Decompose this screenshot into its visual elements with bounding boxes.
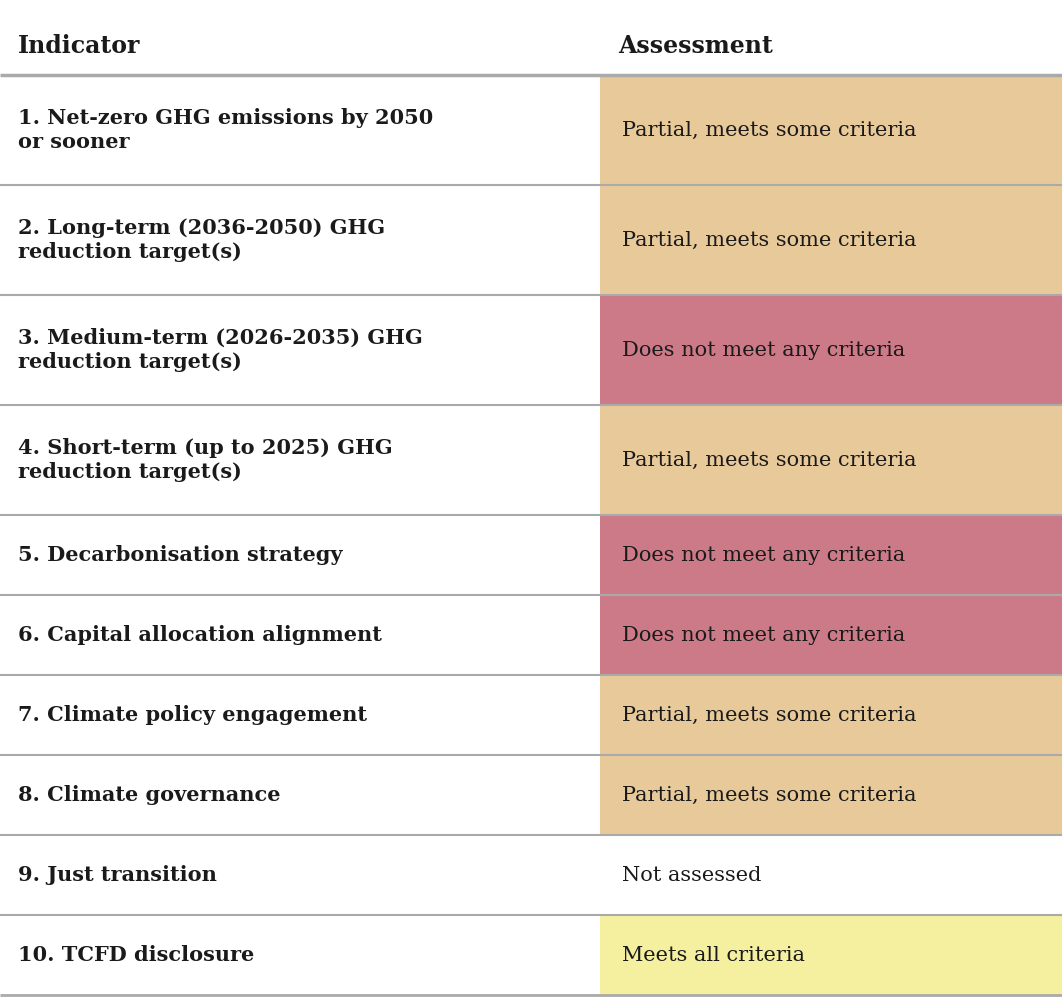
Text: Does not meet any criteria: Does not meet any criteria: [622, 625, 905, 644]
Bar: [600, 675, 1062, 755]
Text: 1. Net-zero GHG emissions by 2050: 1. Net-zero GHG emissions by 2050: [18, 108, 433, 128]
Text: 10. TCFD disclosure: 10. TCFD disclosure: [18, 945, 254, 965]
Text: 5. Decarbonisation strategy: 5. Decarbonisation strategy: [18, 545, 343, 565]
Text: reduction target(s): reduction target(s): [18, 462, 242, 482]
Text: 3. Medium-term (2026-2035) GHG: 3. Medium-term (2026-2035) GHG: [18, 328, 423, 348]
Text: Partial, meets some criteria: Partial, meets some criteria: [622, 786, 917, 804]
Bar: [600, 185, 1062, 295]
Text: Does not meet any criteria: Does not meet any criteria: [622, 341, 905, 360]
Text: Does not meet any criteria: Does not meet any criteria: [622, 546, 905, 565]
Bar: [600, 75, 1062, 185]
Text: Partial, meets some criteria: Partial, meets some criteria: [622, 230, 917, 249]
Bar: [600, 915, 1062, 995]
Text: or sooner: or sooner: [18, 132, 130, 152]
Bar: [600, 515, 1062, 595]
Text: reduction target(s): reduction target(s): [18, 352, 242, 372]
Bar: [600, 295, 1062, 405]
Text: 9. Just transition: 9. Just transition: [18, 865, 217, 885]
Text: Partial, meets some criteria: Partial, meets some criteria: [622, 706, 917, 725]
Text: 4. Short-term (up to 2025) GHG: 4. Short-term (up to 2025) GHG: [18, 438, 393, 458]
Text: Partial, meets some criteria: Partial, meets some criteria: [622, 450, 917, 469]
Text: 8. Climate governance: 8. Climate governance: [18, 785, 280, 805]
Bar: [600, 405, 1062, 515]
Text: Partial, meets some criteria: Partial, meets some criteria: [622, 121, 917, 140]
Text: Indicator: Indicator: [18, 34, 140, 57]
Bar: [600, 595, 1062, 675]
Text: reduction target(s): reduction target(s): [18, 242, 242, 262]
Bar: [600, 755, 1062, 835]
Text: 6. Capital allocation alignment: 6. Capital allocation alignment: [18, 625, 382, 645]
Text: 2. Long-term (2036-2050) GHG: 2. Long-term (2036-2050) GHG: [18, 218, 386, 238]
Text: Not assessed: Not assessed: [622, 865, 761, 884]
Text: 7. Climate policy engagement: 7. Climate policy engagement: [18, 705, 367, 725]
Text: Assessment: Assessment: [618, 34, 773, 57]
Text: Meets all criteria: Meets all criteria: [622, 946, 805, 965]
